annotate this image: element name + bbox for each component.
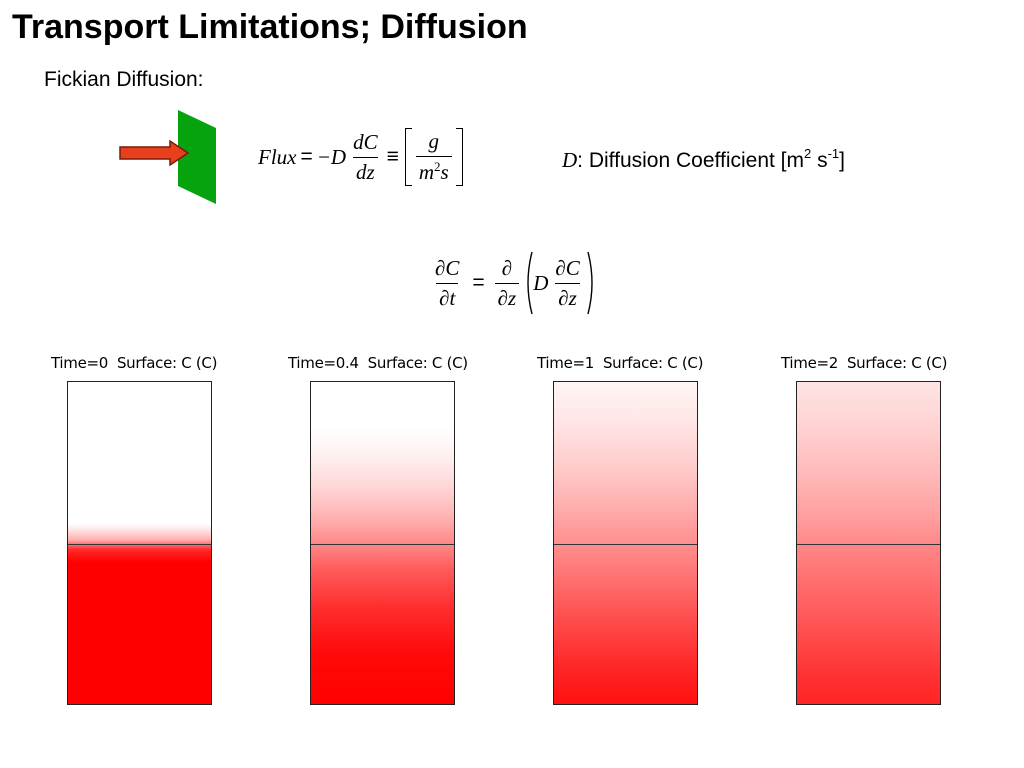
dc-dz-inner-fraction: ∂C ∂z bbox=[552, 256, 582, 311]
right-paren-icon bbox=[587, 251, 593, 315]
diffusion-coefficient-definition: D: Diffusion Coefficient [m2 s-1] bbox=[562, 146, 845, 173]
dc-dz-fraction: dC dz bbox=[350, 130, 381, 185]
dc-dt-fraction: ∂C ∂t bbox=[432, 256, 462, 311]
minus-d: −D bbox=[316, 144, 347, 169]
unit-fraction: g m2s bbox=[415, 129, 452, 185]
left-paren-icon bbox=[527, 251, 533, 315]
panel-label-time-0.4: Time=0.4 Surface: C (C) bbox=[288, 354, 468, 372]
pde-in-den: ∂z bbox=[555, 282, 580, 311]
concentration-field bbox=[797, 382, 940, 704]
interface-line bbox=[311, 544, 454, 545]
slide-subtitle: Fickian Diffusion: bbox=[44, 68, 204, 91]
unit-m: m bbox=[418, 160, 435, 184]
unit-denominator: m2s bbox=[415, 156, 452, 185]
coef-mid: s bbox=[811, 149, 828, 172]
pde-in-num: ∂C bbox=[555, 255, 580, 280]
flux-equation: Flux = −D dC dz ≡ g m2s bbox=[258, 124, 463, 190]
panel-time-0.4 bbox=[310, 381, 455, 705]
diffusion-arrow-graphic bbox=[119, 110, 216, 204]
coef-end: ] bbox=[839, 149, 845, 172]
flux-label: Flux bbox=[258, 144, 297, 169]
panel-time-2 bbox=[796, 381, 941, 705]
diffusion-pde: ∂C ∂t = ∂ ∂z D ∂C ∂z bbox=[428, 248, 597, 318]
coef-exp1: 2 bbox=[804, 146, 812, 161]
parenthesis-group: D ∂C ∂z bbox=[523, 250, 597, 316]
arrow-icon bbox=[119, 139, 190, 167]
slide-title: Transport Limitations; Diffusion bbox=[12, 8, 528, 46]
interface-line bbox=[797, 544, 940, 545]
pde-lhs-num: ∂C bbox=[435, 255, 460, 280]
pde-lhs-den: ∂t bbox=[436, 282, 459, 311]
dz-denominator: dz bbox=[353, 156, 378, 185]
panel-label-time-1: Time=1 Surface: C (C) bbox=[537, 354, 704, 372]
panel-time-0 bbox=[67, 381, 212, 705]
interface-line bbox=[68, 544, 211, 545]
unit-s: s bbox=[440, 160, 449, 184]
equiv-sign: ≡ bbox=[386, 145, 399, 168]
pde-op-den: ∂z bbox=[494, 282, 520, 311]
d-symbol: D bbox=[562, 148, 578, 172]
concentration-field bbox=[311, 382, 454, 704]
pde-equals: = bbox=[472, 271, 485, 294]
equals-sign: = bbox=[300, 145, 313, 168]
dc-numerator: dC bbox=[353, 129, 378, 154]
concentration-field bbox=[68, 382, 211, 704]
d-dz-operator: ∂ ∂z bbox=[494, 255, 520, 311]
unit-numerator: g bbox=[428, 129, 440, 153]
concentration-field bbox=[554, 382, 697, 704]
panel-label-time-2: Time=2 Surface: C (C) bbox=[781, 354, 948, 372]
coef-text: : Diffusion Coefficient [m bbox=[577, 149, 804, 172]
interface-line bbox=[554, 544, 697, 545]
unit-exp: 2 bbox=[434, 159, 441, 174]
coef-exp2: -1 bbox=[827, 146, 840, 161]
panel-label-time-0: Time=0 Surface: C (C) bbox=[51, 354, 218, 372]
membrane-shape bbox=[178, 110, 216, 204]
pde-op-num: ∂ bbox=[501, 255, 513, 280]
unit-bracket: g m2s bbox=[404, 128, 463, 186]
panel-time-1 bbox=[553, 381, 698, 705]
pde-d: D bbox=[533, 270, 549, 295]
